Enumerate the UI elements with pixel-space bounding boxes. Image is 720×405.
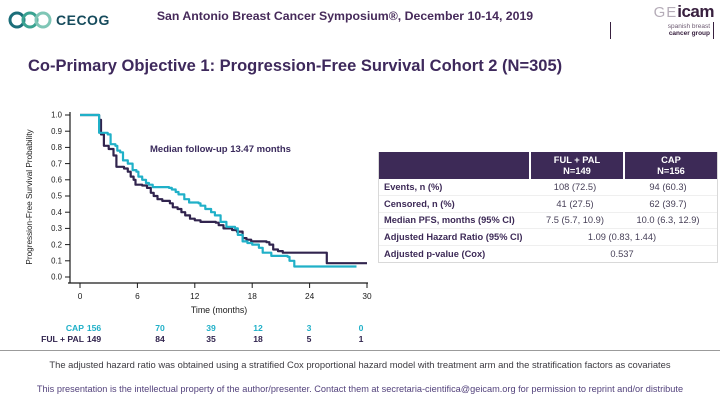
footer-divider xyxy=(0,350,720,351)
svg-text:24: 24 xyxy=(305,291,315,301)
cecog-rings-icon xyxy=(8,11,52,29)
svg-text:70: 70 xyxy=(155,323,165,333)
svg-text:CAP: CAP xyxy=(66,323,84,333)
table-row: Median PFS, months (95% CI) 7.5 (5.7, 10… xyxy=(379,213,717,230)
svg-text:1.0: 1.0 xyxy=(51,111,63,120)
footnote-copyright: This presentation is the intellectual pr… xyxy=(36,384,684,394)
geicam-wordmark: GEicam xyxy=(653,2,715,21)
svg-text:Median follow-up 13.47 months: Median follow-up 13.47 months xyxy=(150,144,291,155)
svg-text:18: 18 xyxy=(248,291,258,301)
svg-text:18: 18 xyxy=(253,334,263,344)
svg-text:0: 0 xyxy=(359,323,364,333)
stats-table-body: Events, n (%) 108 (72.5) 94 (60.3) Censo… xyxy=(379,179,717,262)
geicam-subtitle: spanish breast cancer group xyxy=(610,22,714,39)
geicam-logo: GEicam spanish breast cancer group xyxy=(610,2,715,39)
svg-text:0.8: 0.8 xyxy=(51,143,62,152)
table-row: Censored, n (%) 41 (27.5) 62 (39.7) xyxy=(379,196,717,213)
svg-text:0.2: 0.2 xyxy=(51,240,62,249)
svg-text:0.9: 0.9 xyxy=(51,127,62,136)
svg-text:1: 1 xyxy=(359,334,364,344)
svg-text:3: 3 xyxy=(307,323,312,333)
svg-text:156: 156 xyxy=(87,323,102,333)
page-title: Co-Primary Objective 1: Progression-Free… xyxy=(28,57,563,75)
svg-text:12: 12 xyxy=(190,291,200,301)
symposium-header: San Antonio Breast Cancer Symposium®, De… xyxy=(156,9,534,23)
svg-text:149: 149 xyxy=(87,334,102,344)
svg-text:Time (months): Time (months) xyxy=(191,305,247,315)
cecog-logo: CECOG xyxy=(8,7,110,33)
svg-text:0.3: 0.3 xyxy=(51,224,62,233)
table-row: Adjusted Hazard Ratio (95% CI) 1.09 (0.8… xyxy=(379,229,717,247)
svg-text:0.1: 0.1 xyxy=(51,257,62,266)
table-row: Adjusted p-value (Cox) 0.537 xyxy=(384,249,634,260)
svg-text:0.6: 0.6 xyxy=(51,176,62,185)
svg-text:84: 84 xyxy=(155,334,165,344)
svg-text:39: 39 xyxy=(206,323,216,333)
svg-text:6: 6 xyxy=(135,291,140,301)
footnote-hazard-model: The adjusted hazard ratio was obtained u… xyxy=(49,359,671,370)
svg-text:Progression-Free Survival Prob: Progression-Free Survival Probability xyxy=(25,129,34,265)
stats-table-header: FUL + PAL N=149 CAP N=156 xyxy=(379,152,717,179)
svg-text:12: 12 xyxy=(253,323,263,333)
svg-text:35: 35 xyxy=(206,334,216,344)
svg-text:FUL + PAL: FUL + PAL xyxy=(41,334,84,344)
svg-text:0.0: 0.0 xyxy=(51,273,63,282)
km-chart: 0.0 0.1 0.2 0.3 0.4 0.5 0.6 0.7 0.8 0.9 1.0 0 6 12 18 2… xyxy=(10,100,378,350)
pfs-stats-table: FUL + PAL N=149 CAP N=156 Events, n (%) … xyxy=(378,152,718,263)
svg-text:30: 30 xyxy=(362,291,372,301)
km-survival-plot: 0.00.10.20.30.40.50.60.70.80.91.00 6 12 18 2… xyxy=(25,111,372,344)
svg-text:0.7: 0.7 xyxy=(51,159,62,168)
stats-header-cap: CAP N=156 xyxy=(625,152,717,179)
cecog-wordmark: CECOG xyxy=(56,12,110,28)
stats-header-blank xyxy=(379,152,529,179)
svg-text:5: 5 xyxy=(307,334,312,344)
svg-text:0.5: 0.5 xyxy=(51,192,63,201)
stats-header-fulpal: FUL + PAL N=149 xyxy=(531,152,623,179)
svg-text:0: 0 xyxy=(78,291,83,301)
table-row: Events, n (%) 108 (72.5) 94 (60.3) xyxy=(379,179,717,196)
svg-text:0.4: 0.4 xyxy=(51,208,63,217)
